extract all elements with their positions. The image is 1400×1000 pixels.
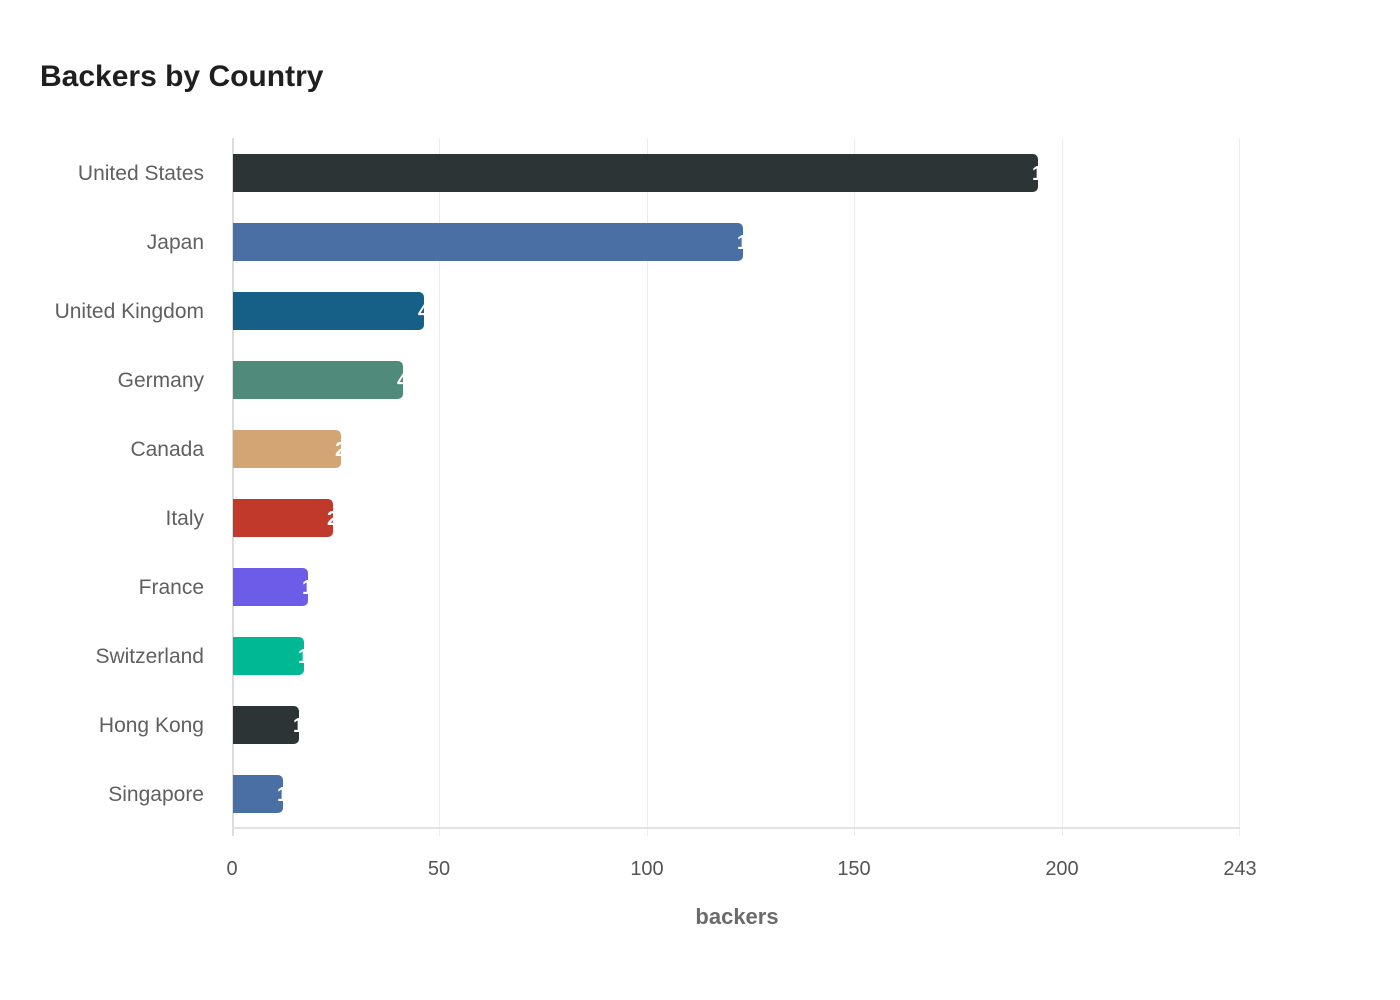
chart-title: Backers by Country bbox=[40, 60, 324, 93]
x-tick-200: 200 bbox=[1045, 858, 1079, 880]
y-tick-label: Canada bbox=[130, 438, 204, 461]
x-axis-label: backers bbox=[695, 904, 779, 929]
x-tick-100: 100 bbox=[630, 858, 664, 880]
x-tick-0: 0 bbox=[226, 858, 238, 880]
gridline-50 bbox=[439, 138, 440, 836]
bar[interactable]: 24 bbox=[233, 499, 333, 537]
bar-value-label: 26 bbox=[335, 439, 341, 461]
plot-area: 194 123 46 41 26 24 18 17 16 12 bbox=[232, 138, 1240, 836]
bar[interactable]: 41 bbox=[233, 361, 403, 399]
y-axis-line bbox=[232, 138, 234, 836]
y-tick-label: France bbox=[138, 576, 204, 599]
bar-value-label: 194 bbox=[1032, 163, 1038, 185]
bar[interactable]: 18 bbox=[233, 568, 308, 606]
x-axis-line bbox=[232, 827, 1240, 829]
y-tick-label: Germany bbox=[117, 369, 204, 392]
x-tick-150: 150 bbox=[837, 858, 871, 880]
gridline-100 bbox=[647, 138, 648, 836]
bar[interactable]: 12 bbox=[233, 775, 283, 813]
gridline-150 bbox=[854, 138, 855, 836]
bar[interactable]: 16 bbox=[233, 706, 299, 744]
y-tick-label: Hong Kong bbox=[98, 714, 204, 737]
y-tick-label: Japan bbox=[146, 231, 204, 254]
y-tick-label: United Kingdom bbox=[54, 300, 204, 323]
x-tick-243: 243 bbox=[1223, 858, 1257, 880]
bar-value-label: 41 bbox=[397, 370, 403, 392]
bar[interactable]: 26 bbox=[233, 430, 341, 468]
bar[interactable]: 194 bbox=[233, 154, 1038, 192]
bar-value-label: 17 bbox=[298, 646, 304, 668]
bar[interactable]: 17 bbox=[233, 637, 304, 675]
y-tick-label: United States bbox=[77, 162, 204, 185]
x-tick-50: 50 bbox=[427, 858, 451, 880]
bar-value-label: 18 bbox=[302, 577, 308, 599]
bar-value-label: 123 bbox=[737, 232, 743, 254]
bar-value-label: 24 bbox=[327, 508, 333, 530]
gridline-200 bbox=[1062, 138, 1063, 836]
bar-value-label: 46 bbox=[418, 301, 424, 323]
y-tick-label: Switzerland bbox=[95, 645, 204, 668]
y-tick-label: Italy bbox=[165, 507, 204, 530]
bar-value-label: 16 bbox=[293, 715, 299, 737]
gridline-243 bbox=[1239, 138, 1240, 836]
bar[interactable]: 46 bbox=[233, 292, 424, 330]
y-tick-label: Singapore bbox=[108, 783, 204, 806]
bar[interactable]: 123 bbox=[233, 223, 743, 261]
bar-value-label: 12 bbox=[277, 784, 283, 806]
